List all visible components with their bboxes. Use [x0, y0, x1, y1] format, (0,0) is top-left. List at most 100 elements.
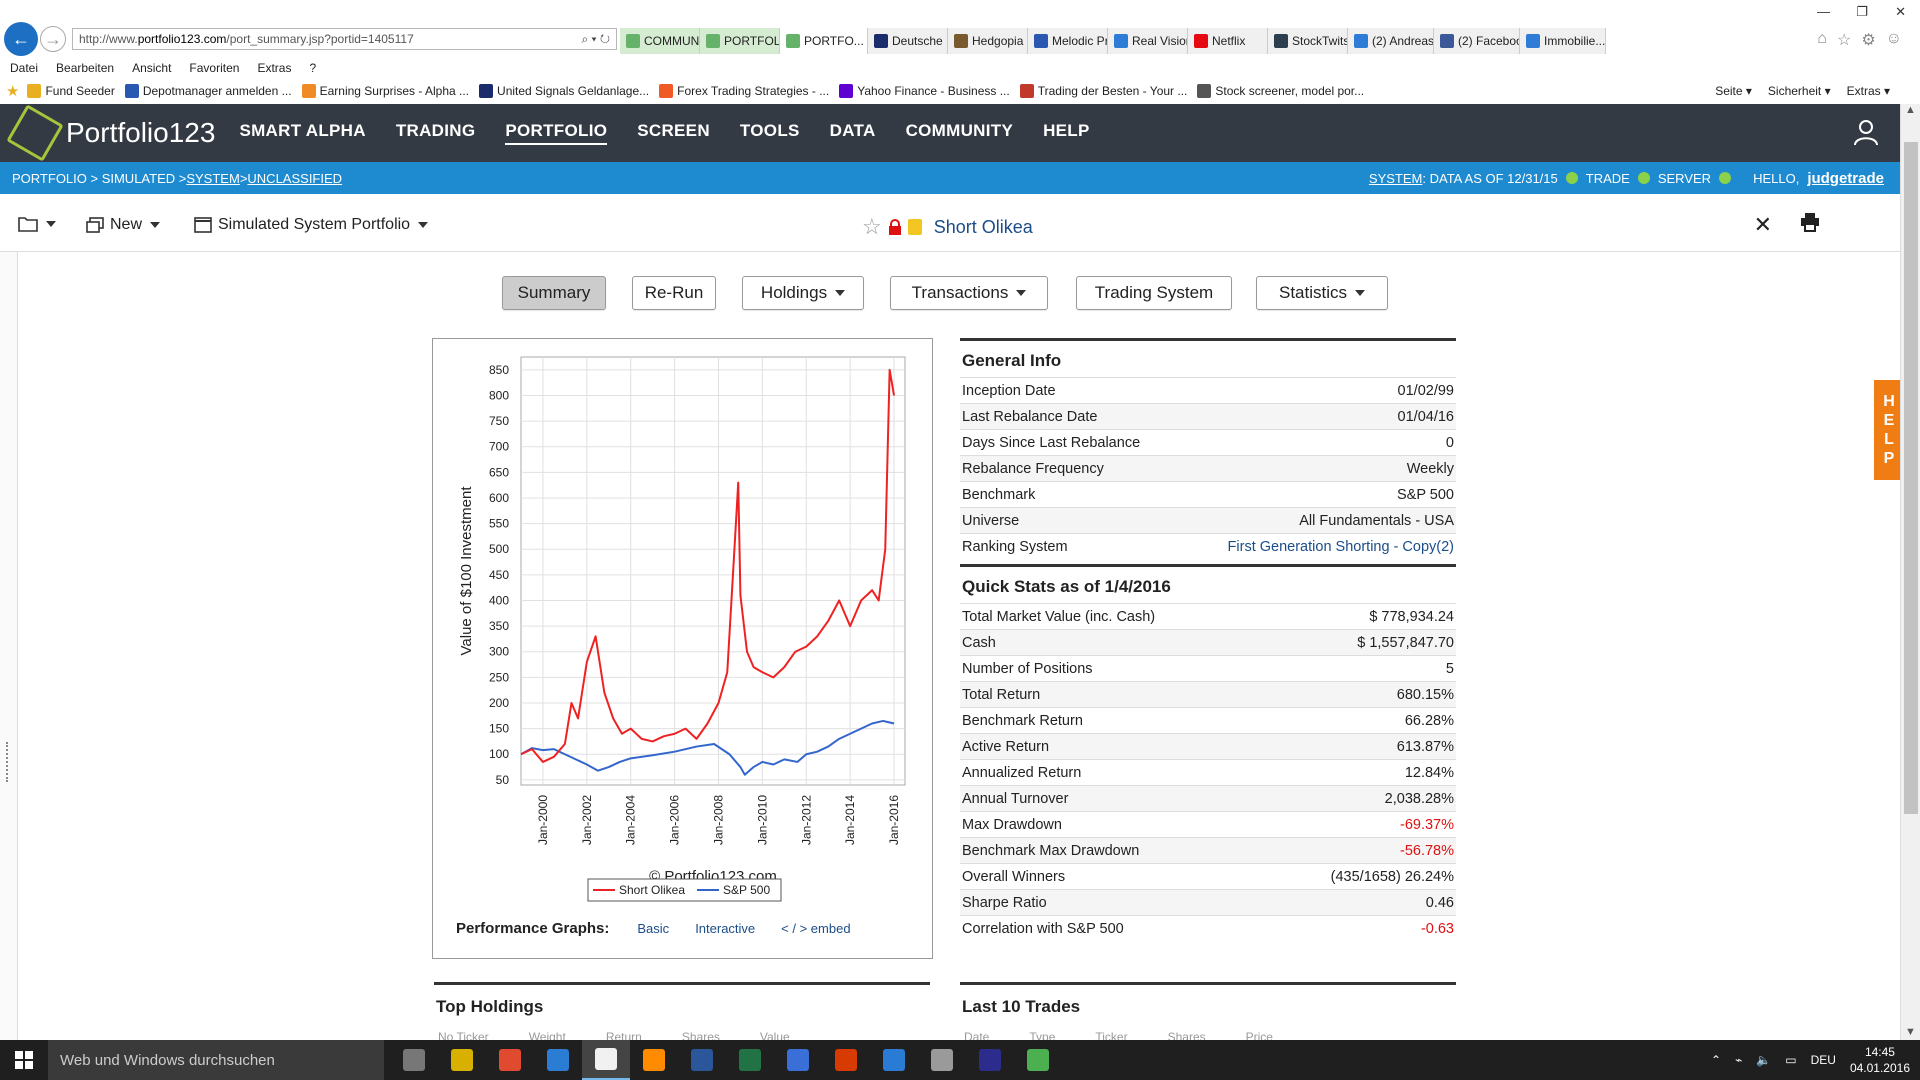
close-window-button[interactable]: ✕ [1895, 4, 1906, 19]
nav-item-portfolio[interactable]: PORTFOLIO [505, 121, 608, 145]
favorite-link[interactable]: Stock screener, model por... [1197, 82, 1364, 100]
browser-tab[interactable]: Netflix [1188, 28, 1268, 54]
favorites-star-icon[interactable]: ☆ [1836, 32, 1852, 49]
basic-link[interactable]: Basic [637, 921, 670, 936]
minimize-button[interactable]: — [1817, 4, 1830, 19]
nav-item-smart-alpha[interactable]: SMART ALPHA [239, 121, 366, 140]
breadcrumb-system[interactable]: SYSTEM [186, 170, 240, 186]
clock[interactable]: 14:45 04.01.2016 [1850, 1044, 1910, 1076]
browser-tab[interactable]: Immobilie... [1520, 28, 1606, 54]
tab-trading-system[interactable]: Trading System [1076, 276, 1232, 310]
taskbar-app-icon[interactable] [870, 1040, 918, 1080]
taskbar-app-icon[interactable] [822, 1040, 870, 1080]
taskbar-app-icon[interactable] [774, 1040, 822, 1080]
menu-item[interactable]: Favoriten [189, 61, 240, 75]
language-indicator[interactable]: DEU [1810, 1053, 1836, 1067]
browser-tab[interactable]: Hedgopia [948, 28, 1028, 54]
tray-chevron-icon[interactable]: ⌃ [1711, 1053, 1722, 1067]
back-button[interactable]: ← [4, 22, 38, 56]
menu-item[interactable]: Bearbeiten [56, 61, 115, 75]
close-icon[interactable]: ✕ [1753, 212, 1772, 237]
windows-start-icon[interactable] [0, 1040, 48, 1080]
nav-item-help[interactable]: HELP [1043, 121, 1090, 140]
menu-item[interactable]: Datei [10, 61, 39, 75]
page-scrollbar[interactable]: ▲ ▼ [1900, 104, 1920, 1040]
browser-tab[interactable]: (2) Facebook [1434, 28, 1520, 54]
taskbar-app-icon[interactable] [918, 1040, 966, 1080]
tab-summary[interactable]: Summary [502, 276, 606, 310]
favorite-link[interactable]: Fund Seeder [27, 82, 115, 100]
taskbar-app-icon[interactable] [486, 1040, 534, 1080]
favorites-star-icon[interactable]: ★ [6, 83, 20, 100]
nav-item-screen[interactable]: SCREEN [637, 121, 710, 140]
favorite-link[interactable]: Yahoo Finance - Business ... [839, 82, 1010, 100]
taskbar-app-icon[interactable] [678, 1040, 726, 1080]
taskbar-search[interactable]: Web und Windows durchsuchen [48, 1040, 384, 1080]
scroll-down-icon[interactable]: ▼ [1905, 1026, 1916, 1038]
notification-icon[interactable]: ▭ [1785, 1053, 1797, 1067]
taskbar-app-icon[interactable] [726, 1040, 774, 1080]
address-controls[interactable]: ⌕ ▾ ↻ [581, 31, 610, 46]
browser-tab[interactable]: (2) Andreas... [1348, 28, 1434, 54]
folder-menu[interactable] [18, 216, 56, 232]
embed-link[interactable]: < / > embed [781, 921, 851, 936]
fav-tool-menu[interactable]: Seite ▾ [1715, 84, 1752, 98]
favorite-link[interactable]: Depotmanager anmelden ... [124, 82, 292, 100]
gear-icon[interactable]: ⚙ [1861, 32, 1876, 49]
nav-item-community[interactable]: COMMUNITY [905, 121, 1014, 140]
new-menu[interactable]: New [86, 216, 161, 234]
favorite-link[interactable]: Trading der Besten - Your ... [1019, 82, 1187, 100]
breadcrumb-unclassified[interactable]: UNCLASSIFIED [247, 170, 343, 186]
site-logo[interactable]: Portfolio123 [6, 104, 215, 162]
fav-tool-menu[interactable]: Extras ▾ [1846, 84, 1890, 98]
browser-tab[interactable]: Melodic Pr... [1028, 28, 1108, 54]
home-icon[interactable]: ⌂ [1817, 30, 1827, 47]
stat-value[interactable]: First Generation Shorting - Copy(2) [1227, 538, 1454, 555]
network-icon[interactable]: ⌁ [1735, 1053, 1743, 1067]
portfolio-type-menu[interactable]: Simulated System Portfolio [194, 216, 429, 234]
interactive-link[interactable]: Interactive [695, 921, 756, 936]
browser-tab[interactable]: Deutsche B... [868, 28, 948, 54]
favorite-star-icon[interactable]: ☆ [862, 214, 882, 239]
nav-item-data[interactable]: DATA [829, 121, 876, 140]
favorite-link[interactable]: United Signals Geldanlage... [479, 82, 649, 100]
taskbar-app-icon[interactable] [1014, 1040, 1062, 1080]
scroll-up-icon[interactable]: ▲ [1905, 104, 1916, 116]
note-icon[interactable] [907, 219, 922, 235]
tab-transactions[interactable]: Transactions [890, 276, 1048, 310]
forward-button[interactable]: → [40, 26, 66, 52]
nav-item-tools[interactable]: TOOLS [739, 121, 800, 140]
menu-item[interactable]: Extras [257, 61, 292, 75]
address-bar[interactable]: http://www. portfolio123.com/port_summary… [72, 28, 617, 50]
resize-handle-icon[interactable] [6, 742, 10, 782]
favorite-link[interactable]: Forex Trading Strategies - ... [659, 82, 829, 100]
print-icon[interactable] [1800, 212, 1820, 232]
browser-tab[interactable]: Real Vision ... [1108, 28, 1188, 54]
taskbar-app-icon[interactable] [438, 1040, 486, 1080]
tab-holdings[interactable]: Holdings [742, 276, 864, 310]
menu-item[interactable]: Ansicht [132, 61, 172, 75]
volume-icon[interactable]: 🔈 [1756, 1053, 1772, 1067]
tab-re-run[interactable]: Re-Run [632, 276, 716, 310]
browser-tab[interactable]: PORTFOLI... [700, 28, 780, 54]
username-link[interactable]: judgetrade [1807, 169, 1884, 187]
scroll-thumb[interactable] [1904, 142, 1918, 814]
nav-item-trading[interactable]: TRADING [395, 121, 476, 140]
breadcrumb-path[interactable]: PORTFOLIO > SIMULATED > [12, 170, 187, 186]
fav-tool-menu[interactable]: Sicherheit ▾ [1767, 84, 1831, 98]
left-resize-bar[interactable] [0, 252, 18, 1040]
tab-statistics[interactable]: Statistics [1256, 276, 1388, 310]
browser-tab[interactable]: StockTwits... [1268, 28, 1348, 54]
browser-tab[interactable]: PORTFO...× [780, 28, 868, 54]
menu-item[interactable]: ? [309, 61, 317, 75]
favorite-link[interactable]: Earning Surprises - Alpha ... [301, 82, 469, 100]
taskbar-app-icon[interactable] [966, 1040, 1014, 1080]
browser-tab[interactable]: COMMUNI... [620, 28, 700, 54]
taskbar-app-icon[interactable] [534, 1040, 582, 1080]
taskbar-app-icon[interactable] [630, 1040, 678, 1080]
smiley-icon[interactable]: ☺ [1885, 30, 1902, 47]
restore-button[interactable]: ❐ [1856, 4, 1868, 19]
status-system-link[interactable]: SYSTEM [1368, 170, 1423, 186]
lock-icon[interactable] [888, 219, 902, 235]
